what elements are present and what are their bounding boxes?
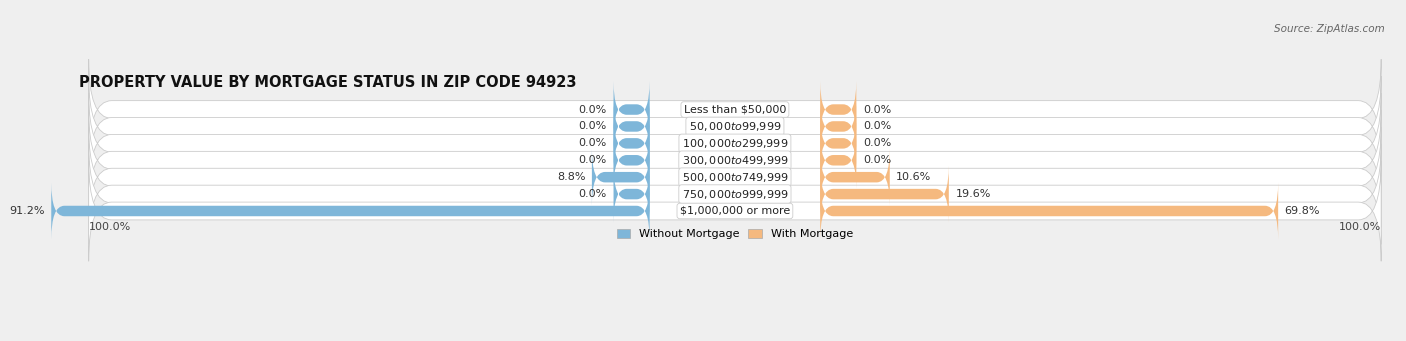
- FancyBboxPatch shape: [820, 115, 856, 172]
- Text: 0.0%: 0.0%: [863, 121, 891, 131]
- FancyBboxPatch shape: [613, 115, 650, 172]
- FancyBboxPatch shape: [820, 149, 890, 206]
- FancyBboxPatch shape: [89, 93, 1381, 194]
- Text: $500,000 to $749,999: $500,000 to $749,999: [682, 171, 789, 184]
- Text: 8.8%: 8.8%: [557, 172, 585, 182]
- FancyBboxPatch shape: [89, 144, 1381, 244]
- FancyBboxPatch shape: [613, 165, 650, 223]
- Text: 0.0%: 0.0%: [579, 105, 607, 115]
- FancyBboxPatch shape: [820, 98, 856, 155]
- Text: 0.0%: 0.0%: [579, 121, 607, 131]
- Text: 0.0%: 0.0%: [863, 138, 891, 148]
- Text: PROPERTY VALUE BY MORTGAGE STATUS IN ZIP CODE 94923: PROPERTY VALUE BY MORTGAGE STATUS IN ZIP…: [79, 75, 576, 90]
- FancyBboxPatch shape: [820, 81, 856, 138]
- Text: $300,000 to $499,999: $300,000 to $499,999: [682, 154, 789, 167]
- Text: 0.0%: 0.0%: [579, 138, 607, 148]
- Text: 10.6%: 10.6%: [896, 172, 932, 182]
- FancyBboxPatch shape: [592, 149, 650, 206]
- FancyBboxPatch shape: [820, 182, 1278, 240]
- Text: Less than $50,000: Less than $50,000: [683, 105, 786, 115]
- Text: 0.0%: 0.0%: [579, 155, 607, 165]
- Text: 100.0%: 100.0%: [89, 222, 131, 232]
- FancyBboxPatch shape: [613, 81, 650, 138]
- Text: 69.8%: 69.8%: [1285, 206, 1320, 216]
- FancyBboxPatch shape: [89, 110, 1381, 210]
- FancyBboxPatch shape: [613, 132, 650, 189]
- FancyBboxPatch shape: [820, 132, 856, 189]
- Text: $50,000 to $99,999: $50,000 to $99,999: [689, 120, 782, 133]
- FancyBboxPatch shape: [89, 127, 1381, 227]
- FancyBboxPatch shape: [613, 98, 650, 155]
- FancyBboxPatch shape: [51, 182, 650, 240]
- Text: 91.2%: 91.2%: [10, 206, 45, 216]
- Legend: Without Mortgage, With Mortgage: Without Mortgage, With Mortgage: [613, 224, 858, 243]
- Text: Source: ZipAtlas.com: Source: ZipAtlas.com: [1274, 24, 1385, 34]
- FancyBboxPatch shape: [820, 165, 949, 223]
- Text: 0.0%: 0.0%: [863, 105, 891, 115]
- Text: $750,000 to $999,999: $750,000 to $999,999: [682, 188, 789, 201]
- Text: $1,000,000 or more: $1,000,000 or more: [679, 206, 790, 216]
- FancyBboxPatch shape: [89, 76, 1381, 177]
- Text: 0.0%: 0.0%: [579, 189, 607, 199]
- FancyBboxPatch shape: [89, 59, 1381, 160]
- Text: $100,000 to $299,999: $100,000 to $299,999: [682, 137, 789, 150]
- FancyBboxPatch shape: [89, 161, 1381, 261]
- Text: 100.0%: 100.0%: [1339, 222, 1381, 232]
- Text: 0.0%: 0.0%: [863, 155, 891, 165]
- Text: 19.6%: 19.6%: [955, 189, 991, 199]
